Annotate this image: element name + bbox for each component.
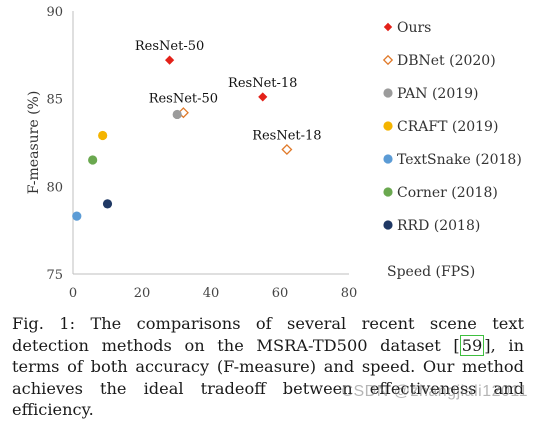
legend-marker: [382, 54, 394, 66]
legend-label: PAN (2019): [397, 86, 479, 102]
x-tick-label: 40: [203, 286, 220, 301]
data-point: [165, 55, 175, 65]
x-tick-label: 60: [272, 286, 289, 301]
y-tick-label: 80: [46, 180, 63, 195]
x-tick-label: 0: [69, 286, 77, 301]
caption-text-1: Fig. 1: The comparisons of several recen…: [12, 314, 524, 355]
data-point: [88, 155, 98, 165]
reference-link[interactable]: 59: [459, 334, 485, 356]
legend-label: Ours: [397, 20, 431, 36]
y-tick-label: 85: [46, 93, 63, 108]
legend-marker: [383, 121, 393, 131]
data-point: [172, 109, 182, 120]
figure-caption: Fig. 1: The comparisons of several recen…: [12, 313, 524, 421]
point-label: ResNet-18: [228, 76, 297, 91]
legend-label: Corner (2018): [397, 185, 498, 201]
x-axis-label: Speed (FPS): [387, 264, 475, 280]
legend-label: CRAFT (2019): [397, 119, 498, 135]
watermark: CSDN @zhangjiali12011: [341, 383, 528, 400]
legend-marker: [383, 154, 393, 164]
data-point: [98, 130, 108, 141]
legend-label: DBNet (2020): [397, 53, 496, 69]
point-label: ResNet-50: [149, 92, 218, 107]
legend-label: TextSnake (2018): [397, 152, 522, 168]
data-point: [258, 92, 268, 102]
legend-marker: [383, 187, 393, 197]
x-tick-label: 20: [134, 286, 151, 301]
legend-marker: [383, 22, 393, 32]
legend-marker: [383, 220, 393, 230]
data-point: [72, 211, 82, 221]
data-point: [102, 199, 113, 209]
legend-marker: [383, 88, 393, 98]
y-tick-label: 75: [46, 268, 63, 283]
point-label: ResNet-50: [135, 39, 204, 54]
y-tick-label: 90: [46, 5, 63, 20]
data-point: [281, 143, 293, 156]
y-axis-label: F-measure (%): [26, 91, 42, 195]
point-label: ResNet-18: [252, 129, 321, 144]
scatter-chart: 75 80 85 90 0 20 40 60 80 F-measure (%) Speed (FPS…: [26, 5, 522, 301]
legend-label: RRD (2018): [397, 218, 480, 234]
x-tick-label: 80: [341, 286, 358, 301]
